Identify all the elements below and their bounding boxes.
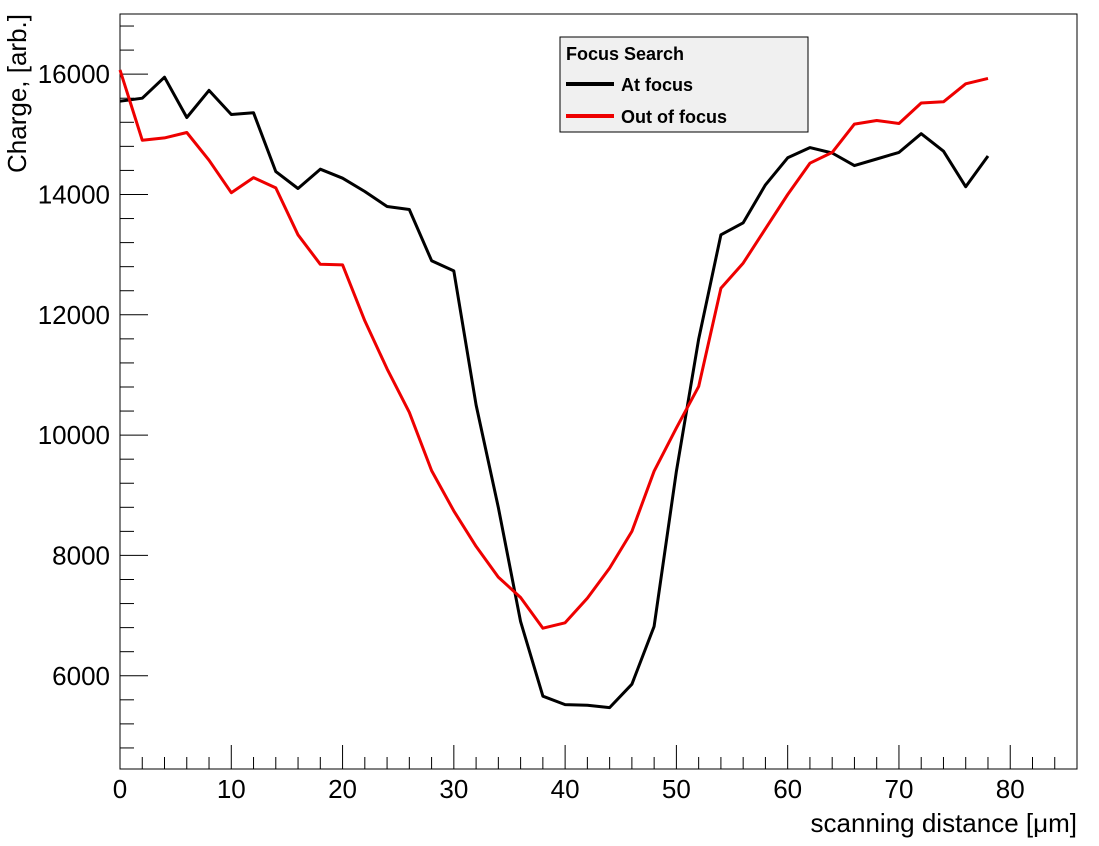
y-axis-ticks: 6000 8000 10000 12000 14000 16000 — [38, 25, 148, 749]
legend: Focus Search At focus Out of focus — [559, 36, 809, 133]
series-line-at-focus — [119, 75, 990, 710]
x-tick-label: 50 — [662, 774, 691, 804]
y-tick-label: 16000 — [38, 59, 110, 89]
legend-label-out-of-focus: Out of focus — [621, 107, 727, 127]
x-tick-label: 0 — [113, 774, 127, 804]
legend-label-at-focus: At focus — [621, 75, 693, 95]
x-tick-label: 20 — [328, 774, 357, 804]
y-tick-label: 10000 — [38, 420, 110, 450]
x-tick-label: 10 — [217, 774, 246, 804]
series-line-out-of-focus — [118, 69, 989, 630]
x-tick-label: 30 — [439, 774, 468, 804]
x-axis-ticks: 0 10 20 30 40 50 60 70 80 — [113, 745, 1078, 804]
y-tick-label: 14000 — [38, 179, 110, 209]
x-tick-label: 80 — [996, 774, 1025, 804]
x-tick-label: 40 — [551, 774, 580, 804]
x-tick-label: 70 — [884, 774, 913, 804]
plot-frame — [119, 13, 1078, 770]
y-tick-label: 8000 — [52, 540, 110, 570]
y-tick-label: 6000 — [52, 661, 110, 691]
legend-title: Focus Search — [566, 44, 684, 64]
x-tick-label: 60 — [773, 774, 802, 804]
x-axis-title: scanning distance [μm] — [811, 808, 1077, 838]
y-axis-title: Charge, [arb.] — [2, 14, 32, 173]
series-layer — [118, 69, 990, 710]
y-tick-label: 12000 — [38, 300, 110, 330]
